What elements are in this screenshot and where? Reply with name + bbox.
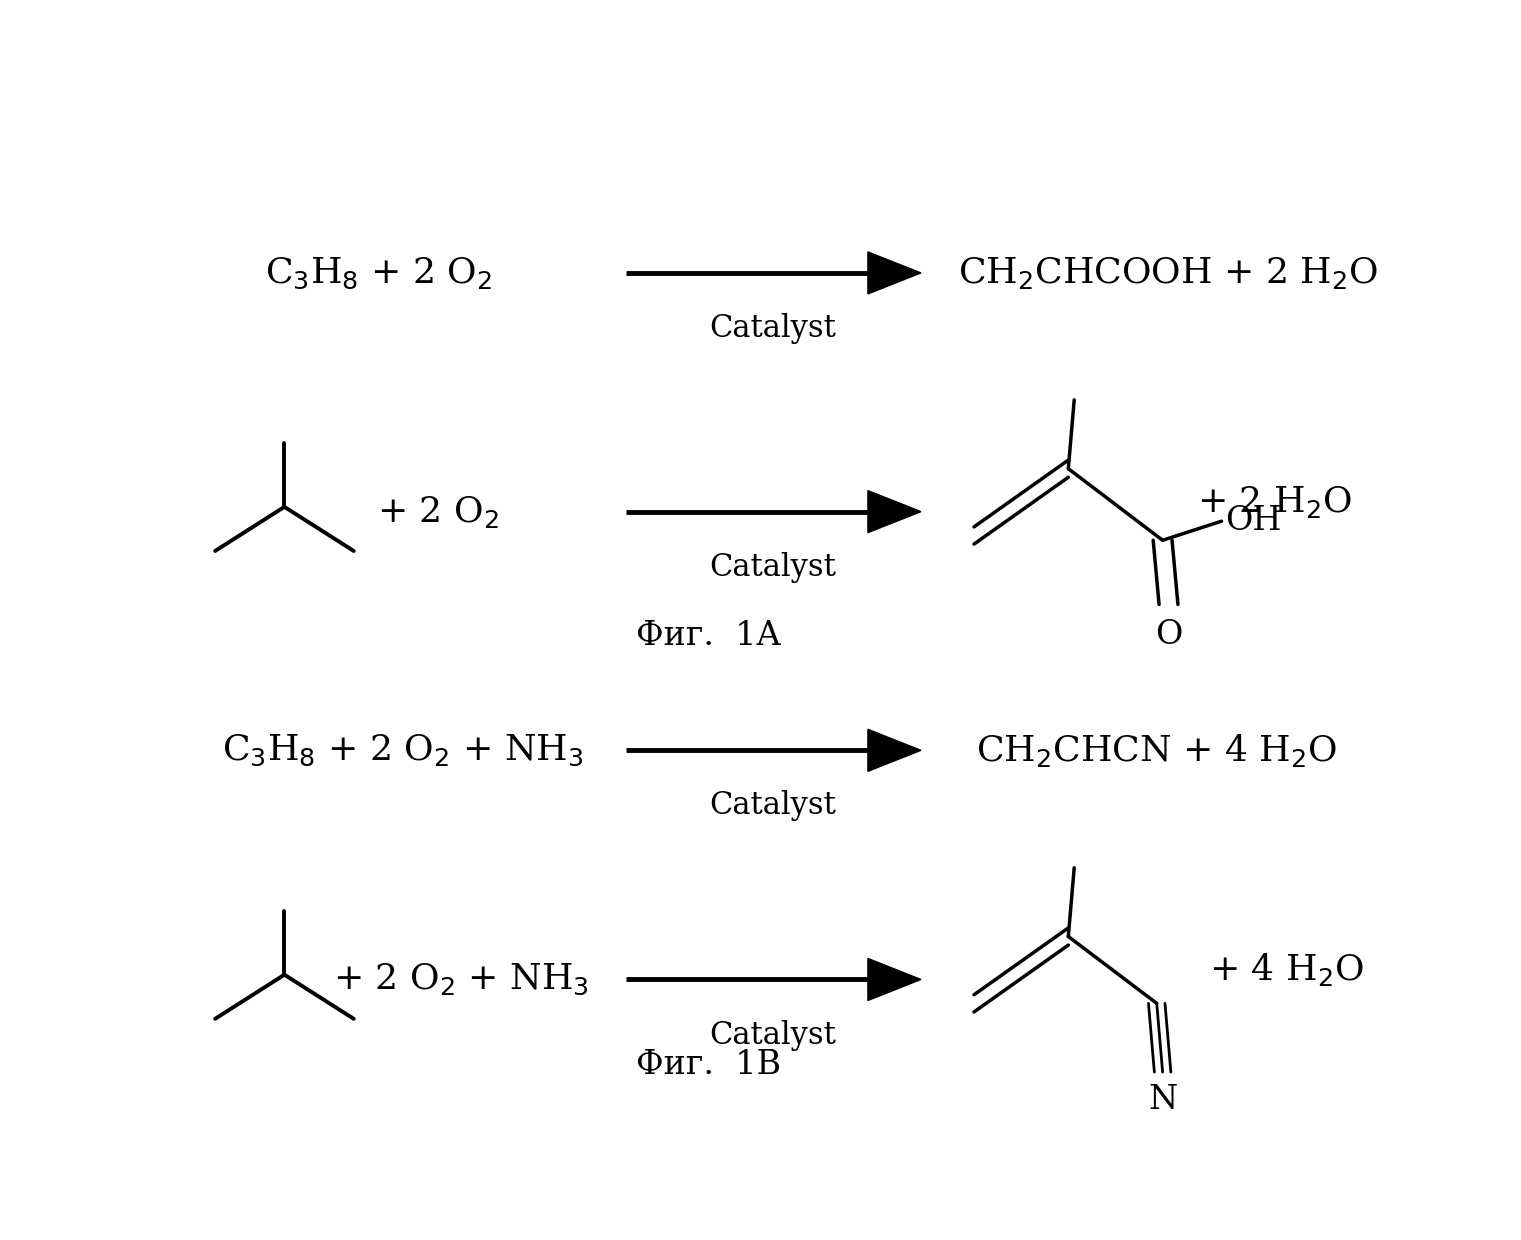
Text: OH: OH [1224,505,1282,537]
Text: + 2 O$_2$ + NH$_3$: + 2 O$_2$ + NH$_3$ [333,962,589,997]
Text: Фиг.  1A: Фиг. 1A [636,620,782,652]
Text: Catalyst: Catalyst [709,552,835,583]
Text: Фиг.  1B: Фиг. 1B [636,1049,782,1081]
Text: CH$_2$CHCN + 4 H$_2$O: CH$_2$CHCN + 4 H$_2$O [976,732,1337,769]
Text: C$_3$H$_8$ + 2 O$_2$ + NH$_3$: C$_3$H$_8$ + 2 O$_2$ + NH$_3$ [222,733,583,768]
Text: + 2 H$_2$O: + 2 H$_2$O [1197,484,1352,520]
Polygon shape [868,252,922,294]
Text: Catalyst: Catalyst [709,312,835,343]
Polygon shape [868,491,922,533]
Text: N: N [1148,1084,1177,1116]
Text: C$_3$H$_8$ + 2 O$_2$: C$_3$H$_8$ + 2 O$_2$ [265,255,493,290]
Text: Catalyst: Catalyst [709,1019,835,1050]
Text: + 2 O$_2$: + 2 O$_2$ [377,494,499,529]
Polygon shape [868,729,922,771]
Text: O: O [1154,619,1182,651]
Polygon shape [868,959,922,1001]
Text: Catalyst: Catalyst [709,790,835,821]
Text: CH$_2$CHCOOH + 2 H$_2$O: CH$_2$CHCOOH + 2 H$_2$O [958,255,1378,291]
Text: + 4 H$_2$O: + 4 H$_2$O [1209,951,1364,988]
